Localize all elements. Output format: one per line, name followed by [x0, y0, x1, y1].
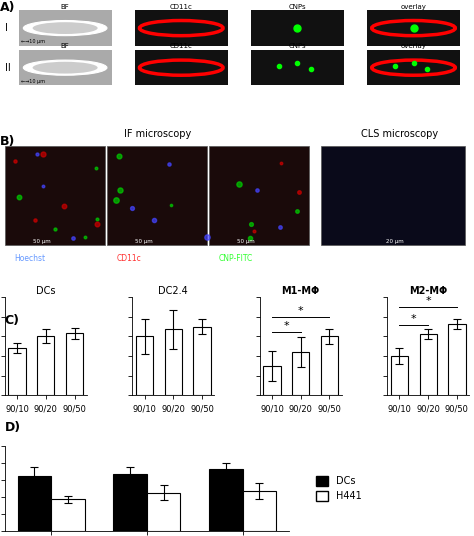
Text: *: * [411, 314, 417, 324]
Text: CNPs: CNPs [289, 43, 306, 49]
Bar [419, 334, 437, 396]
Text: *: * [283, 322, 289, 331]
FancyBboxPatch shape [251, 10, 344, 46]
Text: BF: BF [61, 4, 70, 10]
Text: CNP-FITC: CNP-FITC [219, 255, 253, 263]
FancyBboxPatch shape [251, 50, 344, 85]
Circle shape [33, 62, 98, 73]
Bar [321, 337, 338, 396]
Text: 50 μm: 50 μm [135, 239, 153, 244]
Title: DCs: DCs [36, 286, 55, 296]
Text: 50 μm: 50 μm [33, 239, 51, 244]
FancyBboxPatch shape [209, 146, 309, 245]
Text: BF: BF [61, 43, 70, 49]
Legend: DCs, H441: DCs, H441 [316, 476, 361, 501]
Text: ←→10 μm: ←→10 μm [21, 79, 45, 84]
Text: CD11c: CD11c [116, 255, 141, 263]
Text: A): A) [0, 1, 16, 14]
Text: IF microscopy: IF microscopy [124, 129, 191, 139]
Text: overlay: overlay [401, 43, 427, 49]
Bar [18, 476, 51, 531]
FancyBboxPatch shape [367, 50, 460, 85]
Text: overlay: overlay [401, 4, 427, 10]
Circle shape [33, 22, 98, 34]
Bar [243, 491, 276, 531]
Text: CD11c: CD11c [170, 4, 193, 10]
Text: CLS microscopy: CLS microscopy [361, 129, 438, 139]
Bar [264, 366, 281, 396]
Text: CNPs: CNPs [289, 4, 306, 10]
Text: CD11c: CD11c [170, 43, 193, 49]
Text: I: I [5, 23, 8, 33]
Bar [391, 356, 408, 396]
FancyBboxPatch shape [107, 146, 207, 245]
Bar [51, 500, 85, 531]
Bar [147, 493, 181, 531]
Bar [193, 326, 210, 396]
FancyBboxPatch shape [5, 146, 105, 245]
Text: 20 μm: 20 μm [386, 239, 404, 244]
Circle shape [23, 60, 107, 75]
FancyBboxPatch shape [135, 50, 228, 85]
FancyBboxPatch shape [18, 10, 111, 46]
Text: B): B) [0, 136, 16, 148]
FancyBboxPatch shape [135, 10, 228, 46]
Text: ←→10 μm: ←→10 μm [21, 39, 45, 44]
Text: *: * [425, 296, 431, 306]
Title: DC2.4: DC2.4 [158, 286, 188, 296]
Bar [292, 352, 310, 396]
Text: Hoechst: Hoechst [14, 255, 45, 263]
Circle shape [23, 20, 107, 36]
Text: C): C) [5, 314, 20, 326]
Bar [37, 337, 55, 396]
Bar [9, 348, 26, 396]
Text: II: II [5, 63, 10, 73]
Bar [209, 469, 243, 531]
Bar [448, 324, 465, 396]
Text: 50 μm: 50 μm [237, 239, 255, 244]
Text: *: * [298, 306, 303, 316]
Bar [164, 330, 182, 396]
FancyBboxPatch shape [367, 10, 460, 46]
Bar [113, 474, 147, 531]
Bar [136, 337, 153, 396]
Title: M1-MΦ: M1-MΦ [282, 286, 320, 296]
FancyBboxPatch shape [320, 146, 465, 245]
FancyBboxPatch shape [18, 50, 111, 85]
Bar [66, 333, 83, 396]
Title: M2-MΦ: M2-MΦ [409, 286, 447, 296]
Text: D): D) [5, 421, 21, 434]
